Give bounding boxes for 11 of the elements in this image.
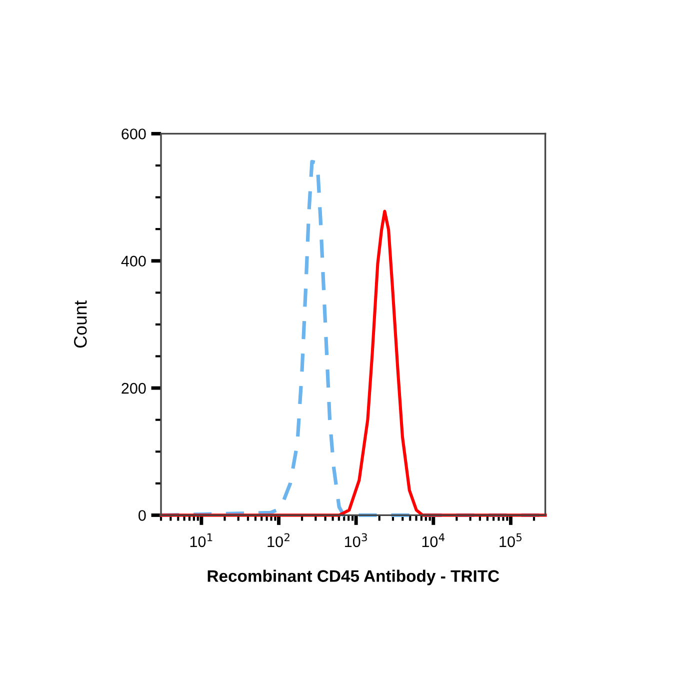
x-tick-label: 10$^{2}$ — [268, 533, 290, 548]
y-tick-label: 600 — [122, 128, 146, 140]
y-axis-title: Count — [74, 300, 87, 348]
x-tick-label: 10$^{1}$ — [190, 533, 212, 548]
x-tick-label: 10$^{3}$ — [345, 533, 367, 548]
x-tick-label: 10$^{5}$ — [500, 533, 522, 548]
y-tick-label: 400 — [121, 256, 146, 267]
y-tick-label: 200 — [122, 382, 146, 394]
y-tick-label: 0 — [138, 510, 146, 521]
x-axis-title: Recombinant CD45 Antibody - TRITC — [208, 570, 500, 586]
x-tick-label: 10$^{4}$ — [422, 533, 445, 548]
